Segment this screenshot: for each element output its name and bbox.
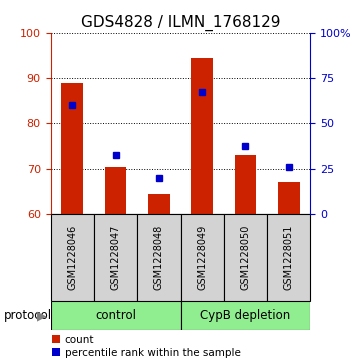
Text: GSM1228048: GSM1228048: [154, 225, 164, 290]
Bar: [51, 301, 180, 330]
Bar: [235, 155, 256, 214]
Bar: [267, 214, 310, 301]
Bar: [105, 167, 126, 214]
Text: GSM1228046: GSM1228046: [67, 225, 77, 290]
Text: GSM1228050: GSM1228050: [240, 225, 251, 290]
Bar: [94, 214, 137, 301]
Text: control: control: [95, 309, 136, 322]
Bar: [51, 214, 94, 301]
Text: protocol: protocol: [4, 309, 52, 322]
Text: CypB depletion: CypB depletion: [200, 309, 291, 322]
Bar: [148, 194, 170, 214]
Bar: [180, 214, 224, 301]
Bar: [191, 58, 213, 214]
Title: GDS4828 / ILMN_1768129: GDS4828 / ILMN_1768129: [81, 15, 280, 31]
Text: GSM1228047: GSM1228047: [110, 225, 121, 290]
Text: ▶: ▶: [37, 309, 46, 322]
Bar: [224, 214, 267, 301]
Bar: [278, 182, 300, 214]
Legend: count, percentile rank within the sample: count, percentile rank within the sample: [52, 335, 240, 358]
Bar: [61, 82, 83, 214]
Text: GSM1228049: GSM1228049: [197, 225, 207, 290]
Bar: [137, 214, 180, 301]
Bar: [180, 301, 310, 330]
Text: GSM1228051: GSM1228051: [284, 225, 294, 290]
